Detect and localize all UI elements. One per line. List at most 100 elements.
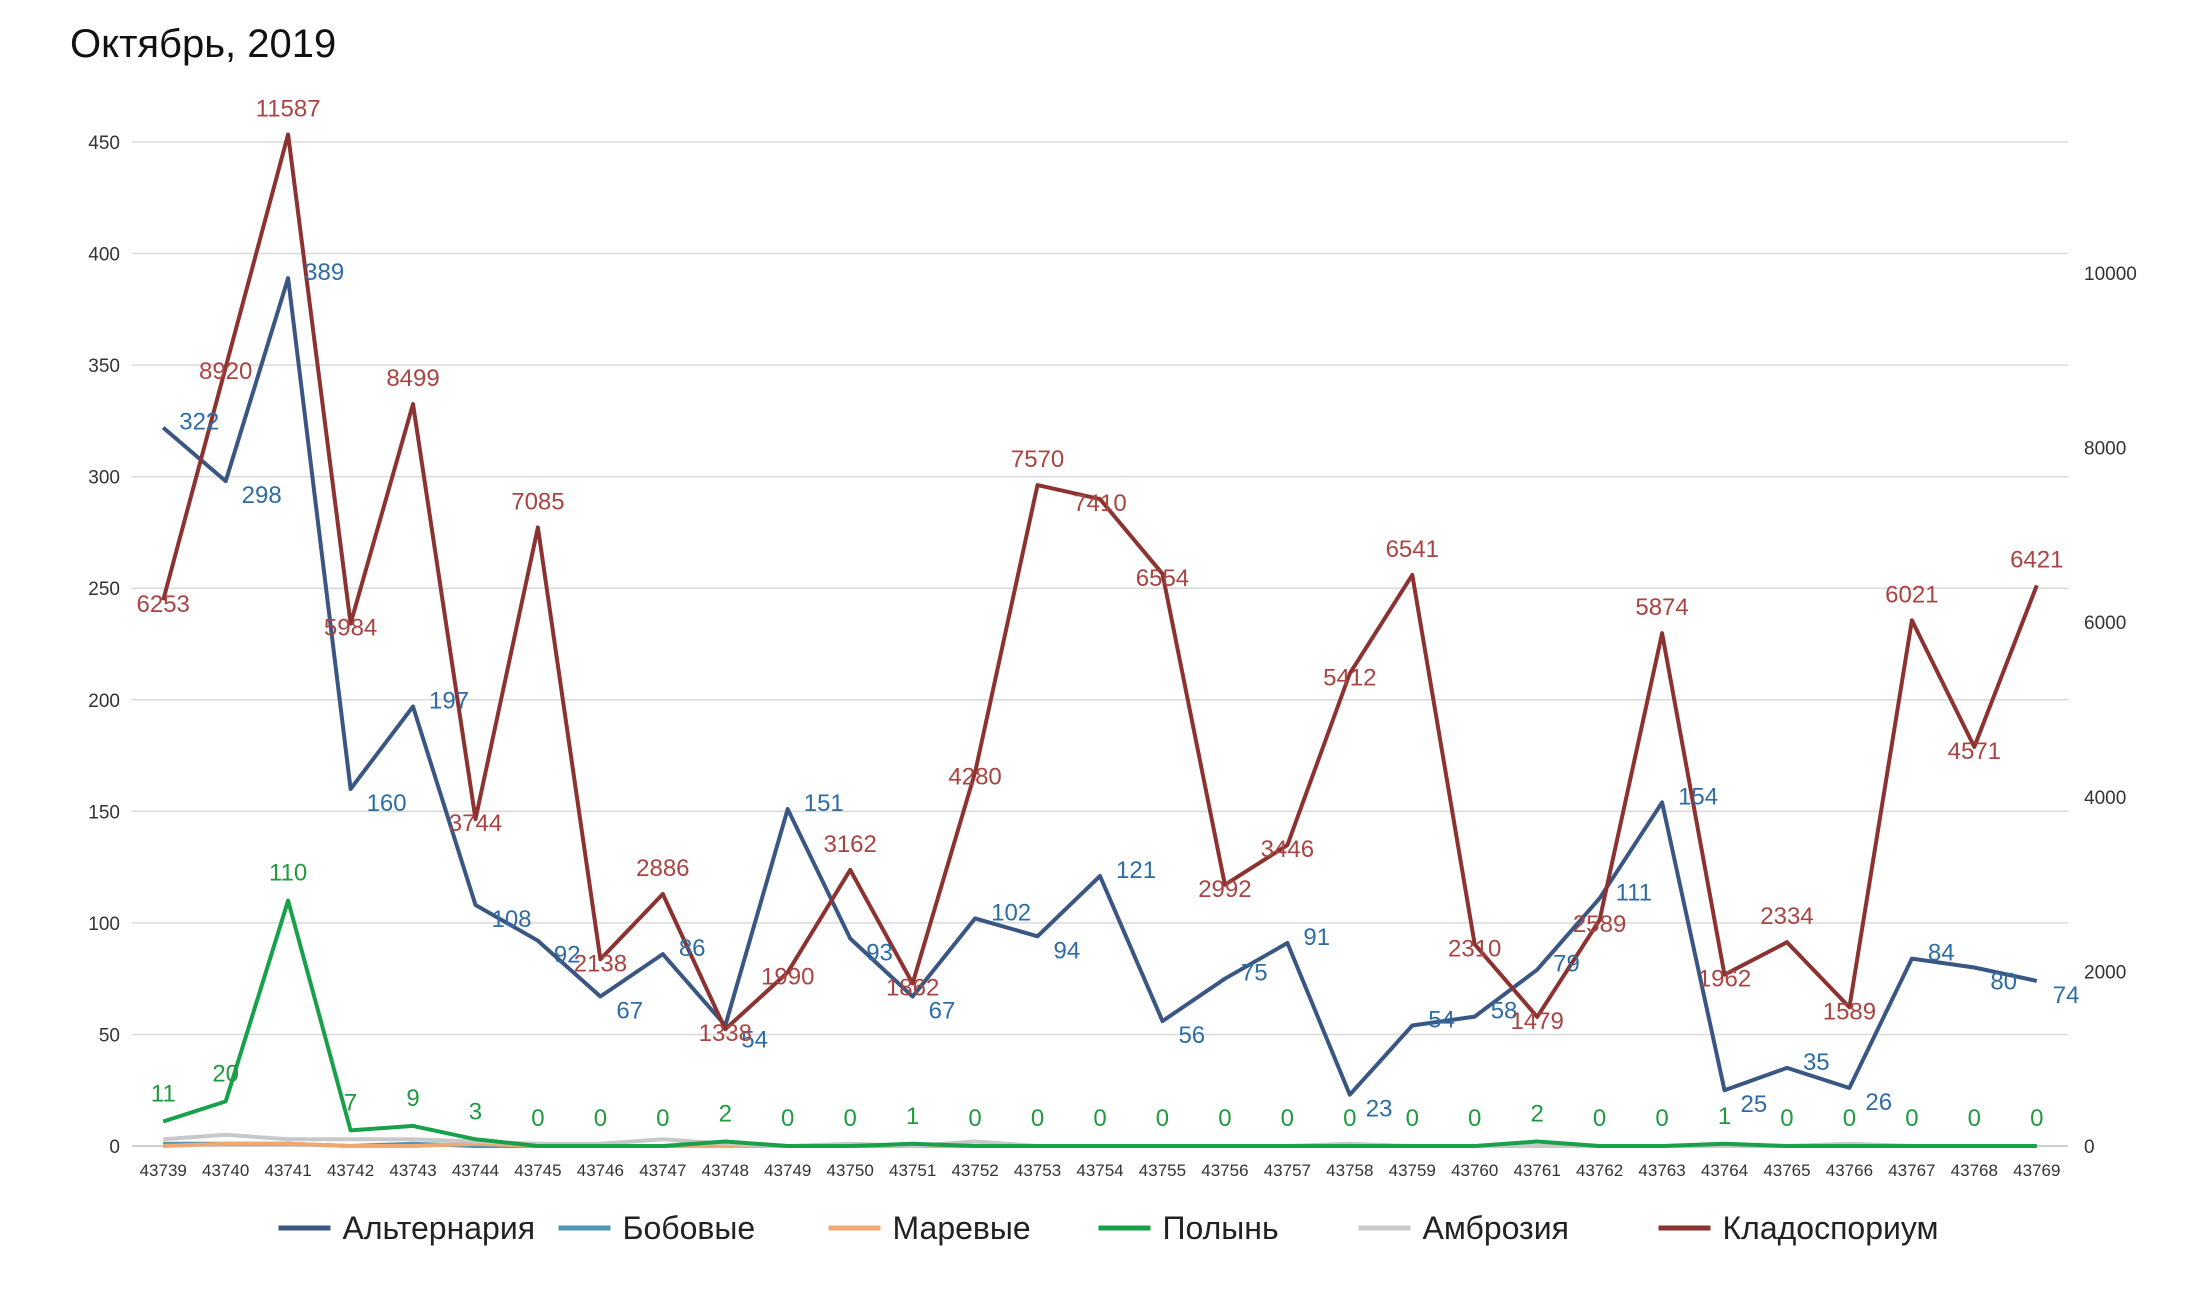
series-line (162, 898, 2037, 1148)
data-label: 8920 (199, 358, 252, 385)
x-tick-label: 43751 (889, 1161, 936, 1180)
data-label: 0 (531, 1105, 544, 1132)
right-axis-ticks: 0 2000 4000 6000 8000 10000 (2084, 264, 2137, 1158)
data-label: 6554 (1136, 565, 1189, 592)
data-label: 2310 (1448, 935, 1501, 962)
data-label: 0 (1031, 1105, 1044, 1132)
x-tick-label: 43764 (1701, 1161, 1748, 1180)
y-right-tick-label: 2000 (2084, 962, 2126, 983)
data-label: 8499 (386, 365, 439, 392)
data-label: 1 (906, 1103, 919, 1130)
data-label: 2334 (1760, 903, 1813, 930)
data-label: 54 (1428, 1007, 1455, 1034)
y-right-tick-label: 4000 (2084, 788, 2126, 809)
data-label: 56 (1178, 1022, 1205, 1049)
data-label: 25 (1741, 1091, 1768, 1118)
x-tick-label: 43762 (1576, 1161, 1623, 1180)
data-label: 3446 (1261, 836, 1314, 863)
data-label: 7085 (511, 488, 564, 515)
data-label: 298 (242, 482, 282, 509)
data-label: 2 (1530, 1101, 1543, 1128)
data-label: 2992 (1198, 876, 1251, 903)
x-tick-label: 43745 (514, 1161, 561, 1180)
x-tick-label: 43740 (202, 1161, 249, 1180)
x-tick-label: 43749 (764, 1161, 811, 1180)
data-label: 5984 (324, 615, 377, 642)
data-label: 160 (367, 790, 407, 817)
legend-label: Маревые (893, 1210, 1031, 1246)
x-tick-label: 43739 (140, 1161, 187, 1180)
data-label: 54 (741, 1027, 768, 1054)
data-label: 2 (719, 1101, 732, 1128)
data-label: 0 (1593, 1105, 1606, 1132)
x-tick-label: 43744 (452, 1161, 499, 1180)
data-label: 4280 (948, 763, 1001, 790)
data-label: 94 (1054, 937, 1081, 964)
data-label: 6021 (1885, 581, 1938, 608)
x-tick-label: 43755 (1139, 1161, 1186, 1180)
x-tick-label: 43759 (1389, 1161, 1436, 1180)
x-tick-label: 43765 (1763, 1161, 1810, 1180)
x-tick-label: 43753 (1014, 1161, 1061, 1180)
data-label: 389 (304, 259, 344, 286)
data-label: 11587 (256, 95, 321, 122)
data-label: 3 (469, 1098, 482, 1125)
data-label: 67 (616, 998, 643, 1025)
data-label: 0 (594, 1105, 607, 1132)
data-label: 0 (1780, 1105, 1793, 1132)
y-left-tick-label: 100 (88, 914, 120, 935)
x-tick-label: 43760 (1451, 1161, 1498, 1180)
data-label: 0 (1406, 1105, 1419, 1132)
data-label: 0 (1905, 1105, 1918, 1132)
data-label: 7410 (1073, 490, 1126, 517)
data-label: 86 (679, 935, 706, 962)
data-label: 74 (2053, 982, 2080, 1009)
series-lines (161, 132, 2039, 1148)
data-label: 20 (212, 1060, 239, 1087)
x-axis-ticks: 43739 43740 43741 43742 43743 43744 43745 43746… (140, 1161, 2061, 1180)
y-left-tick-label: 0 (109, 1137, 120, 1158)
data-label: 58 (1491, 998, 1518, 1025)
data-label: 3744 (449, 810, 502, 837)
left-axis-ticks: 0 50 100 150 200 250 300 350 400 450 (88, 133, 120, 1158)
data-label: 322 (179, 409, 219, 436)
x-tick-label: 43742 (327, 1161, 374, 1180)
data-label: 121 (1116, 857, 1156, 884)
data-label: 2589 (1573, 911, 1626, 938)
y-left-tick-label: 300 (88, 468, 120, 489)
x-tick-label: 43757 (1264, 1161, 1311, 1180)
legend-label: Кладоспориум (1723, 1210, 1939, 1246)
data-label: 0 (781, 1105, 794, 1132)
data-label: 7570 (1011, 446, 1064, 473)
x-tick-label: 43754 (1076, 1161, 1123, 1180)
data-label: 92 (554, 942, 581, 969)
x-tick-label: 43761 (1514, 1161, 1561, 1180)
data-label: 23 (1366, 1096, 1393, 1123)
data-label: 0 (1968, 1105, 1981, 1132)
data-label: 0 (1843, 1105, 1856, 1132)
data-label: 11 (151, 1080, 176, 1107)
data-label: 0 (1468, 1105, 1481, 1132)
x-tick-label: 43750 (827, 1161, 874, 1180)
data-label: 6421 (2010, 546, 2063, 573)
data-label: 7 (344, 1089, 357, 1116)
y-right-tick-label: 6000 (2084, 613, 2126, 634)
chart-title: Октябрь, 2019 (70, 22, 337, 66)
data-label: 93 (866, 940, 893, 967)
data-label: 1479 (1510, 1008, 1563, 1035)
legend: Альтернария Бобовые Маревые Полынь Амброзия К… (278, 1210, 1939, 1246)
data-label: 6253 (137, 591, 190, 618)
data-label: 4571 (1948, 738, 2001, 765)
x-tick-label: 43756 (1201, 1161, 1248, 1180)
data-label: 0 (1093, 1105, 1106, 1132)
x-tick-label: 43741 (264, 1161, 311, 1180)
data-label: 9 (406, 1085, 419, 1112)
data-label: 26 (1865, 1089, 1892, 1116)
data-label: 0 (1343, 1105, 1356, 1132)
x-tick-label: 43763 (1638, 1161, 1685, 1180)
y-right-tick-label: 0 (2084, 1137, 2095, 1158)
data-label: 1862 (886, 974, 939, 1001)
data-label: 5874 (1635, 594, 1688, 621)
data-label: 91 (1303, 924, 1330, 951)
data-label: 1 (1718, 1103, 1731, 1130)
